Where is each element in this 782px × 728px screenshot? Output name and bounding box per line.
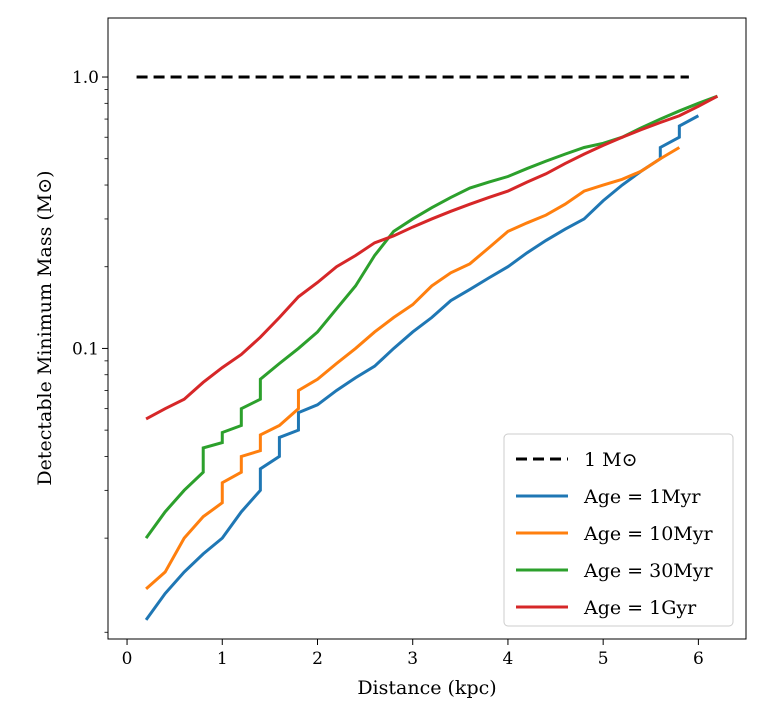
- legend-label: Age = 1Gyr: [583, 597, 697, 619]
- x-tick-label: 2: [312, 649, 323, 669]
- legend-label: 1 M⊙: [584, 449, 638, 471]
- legend: 1 M⊙ Age = 1Myr Age = 10Myr Age = 30Myr Age …: [503, 433, 734, 627]
- y-tick-label: 0.1: [72, 339, 99, 359]
- legend-label: Age = 1Myr: [583, 486, 701, 508]
- x-tick-label: 0: [122, 649, 133, 669]
- legend-label: Age = 10Myr: [583, 523, 713, 545]
- series-line-2: [145, 146, 681, 591]
- legend-entries: 1 M⊙ Age = 1Myr Age = 10Myr Age = 30Myr Age …: [516, 449, 713, 619]
- series-line-4: [145, 94, 719, 421]
- legend-label: Age = 30Myr: [583, 560, 713, 582]
- x-ticks: 0 1 2 3 4 5 6: [122, 639, 704, 669]
- x-tick-label: 6: [693, 649, 704, 669]
- legend-box: [503, 433, 734, 627]
- x-tick-label: 1: [217, 649, 228, 669]
- x-tick-label: 3: [407, 649, 418, 669]
- plot-frame: [107, 17, 747, 640]
- y-axis-label: Detectable Minimum Mass (M⊙): [34, 170, 56, 485]
- y-tick-label: 1.0: [72, 68, 99, 88]
- x-tick-label: 4: [503, 649, 514, 669]
- x-tick-label: 5: [598, 649, 609, 669]
- x-axis-label: Distance (kpc): [357, 677, 496, 699]
- series-line-1: [144, 114, 700, 621]
- series-layer: [144, 94, 719, 621]
- y-ticks: 0.1 1.0: [72, 68, 108, 633]
